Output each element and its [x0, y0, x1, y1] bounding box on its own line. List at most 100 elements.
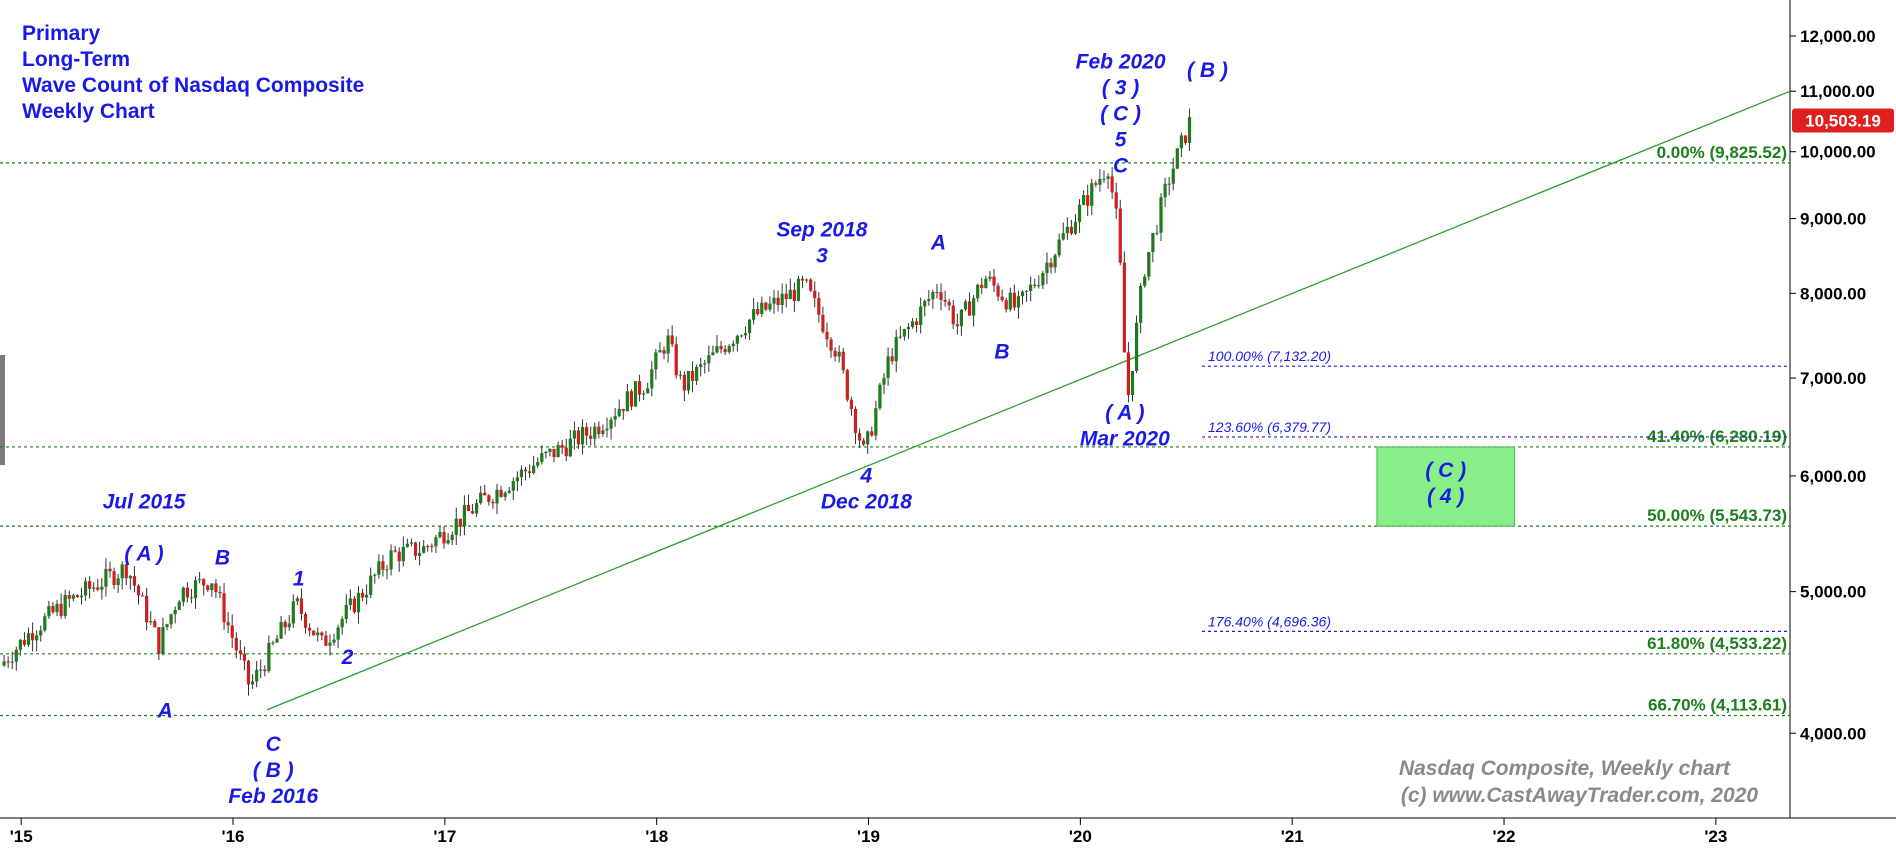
candle-body: [1179, 135, 1183, 149]
candle-body: [393, 550, 397, 552]
candle-body: [572, 430, 576, 439]
candle-body: [279, 621, 283, 639]
candle-body: [690, 370, 695, 381]
wave-label: 1: [293, 567, 305, 590]
candle-body: [642, 393, 646, 395]
wave-label: Jul 2015: [103, 490, 186, 513]
candle-body: [71, 595, 75, 599]
wave-label: 3: [816, 244, 828, 267]
candle-body: [637, 381, 642, 395]
candle-body: [1102, 178, 1106, 180]
candle-body: [1122, 262, 1126, 353]
candle-body: [381, 561, 385, 570]
candle-body: [646, 388, 650, 394]
wave-label: B: [994, 340, 1009, 363]
candle-body: [788, 289, 792, 300]
candle-body: [491, 501, 495, 504]
extension-label: 176.40% (4,696.36): [1208, 613, 1331, 629]
candle-body: [1090, 183, 1094, 206]
candle-body: [22, 639, 27, 645]
candle-body: [552, 448, 556, 458]
candle-body: [1073, 221, 1078, 234]
candle-body: [711, 352, 715, 356]
candle-body: [593, 426, 597, 439]
x-tick-label: '21: [1281, 827, 1304, 846]
candle-body: [169, 614, 173, 625]
candle-body: [417, 552, 422, 556]
wave-label: ( 3 ): [1102, 77, 1139, 100]
candle-body: [951, 305, 955, 325]
candle-body: [804, 279, 809, 281]
candle-body: [177, 601, 181, 610]
candle-body: [1163, 183, 1167, 198]
candle-body: [678, 374, 682, 376]
candle-body: [976, 284, 980, 299]
candle-body: [743, 333, 748, 336]
candle-body: [756, 309, 760, 315]
x-tick-label: '19: [857, 827, 880, 846]
candle-body: [658, 350, 662, 353]
candle-body: [39, 630, 43, 636]
wave-label: Mar 2020: [1080, 427, 1170, 450]
candle-body: [385, 569, 389, 571]
wave-label: Feb 2016: [228, 785, 318, 808]
candle-body: [1069, 226, 1073, 234]
y-tick-label: 9,000.00: [1800, 210, 1866, 229]
candle-body: [324, 635, 328, 646]
candle-body: [735, 335, 739, 344]
candle-body: [470, 510, 475, 514]
y-tick-label: 11,000.00: [1800, 82, 1875, 101]
y-tick-label: 10,000.00: [1800, 143, 1876, 162]
retracement-label: 66.70% (4,113.61): [1648, 695, 1787, 714]
candle-body: [413, 542, 418, 556]
candle-body: [1183, 135, 1188, 143]
candle-body: [263, 669, 267, 672]
candle-body: [1049, 262, 1053, 268]
candle-body: [914, 321, 919, 326]
candle-body: [617, 408, 621, 417]
candle-body: [532, 465, 536, 474]
candle-body: [6, 661, 10, 663]
candle-body: [796, 278, 801, 301]
candle-body: [55, 603, 59, 613]
candle-body: [764, 302, 768, 310]
candle-body: [752, 309, 756, 320]
candle-body: [340, 618, 344, 628]
candle-body: [181, 587, 185, 602]
candle-body: [1134, 322, 1139, 371]
candle-body: [140, 595, 145, 597]
candle-body: [845, 370, 849, 400]
candle-body: [523, 469, 528, 472]
candle-body: [369, 575, 373, 595]
candle-body: [88, 581, 92, 589]
candle-body: [483, 492, 487, 496]
candle-body: [92, 587, 96, 589]
candle-body: [739, 335, 744, 337]
candle-body: [312, 630, 316, 636]
wave-label: ( B ): [1187, 59, 1228, 82]
candle-body: [666, 335, 670, 354]
candle-body: [776, 297, 780, 305]
candle-body: [906, 326, 911, 329]
candle-body: [222, 593, 226, 623]
x-tick-label: '20: [1069, 827, 1092, 846]
candle-body: [136, 585, 141, 596]
candle-body: [83, 581, 88, 596]
candle-body: [967, 301, 972, 316]
candle-body: [108, 568, 112, 572]
candle-body: [499, 489, 503, 497]
candle-body: [67, 594, 71, 599]
candle-body: [1077, 204, 1082, 222]
candle-body: [10, 661, 14, 663]
candle-body: [454, 518, 458, 535]
candle-body: [466, 504, 471, 511]
candle-body: [576, 430, 581, 445]
candle-body: [837, 351, 841, 357]
scroll-handle: [0, 355, 5, 465]
candle-body: [772, 297, 776, 304]
candle-body: [996, 285, 1000, 297]
candle-body: [829, 339, 833, 351]
candle-body: [377, 561, 381, 575]
candle-body: [218, 591, 222, 594]
candle-body: [674, 344, 678, 376]
